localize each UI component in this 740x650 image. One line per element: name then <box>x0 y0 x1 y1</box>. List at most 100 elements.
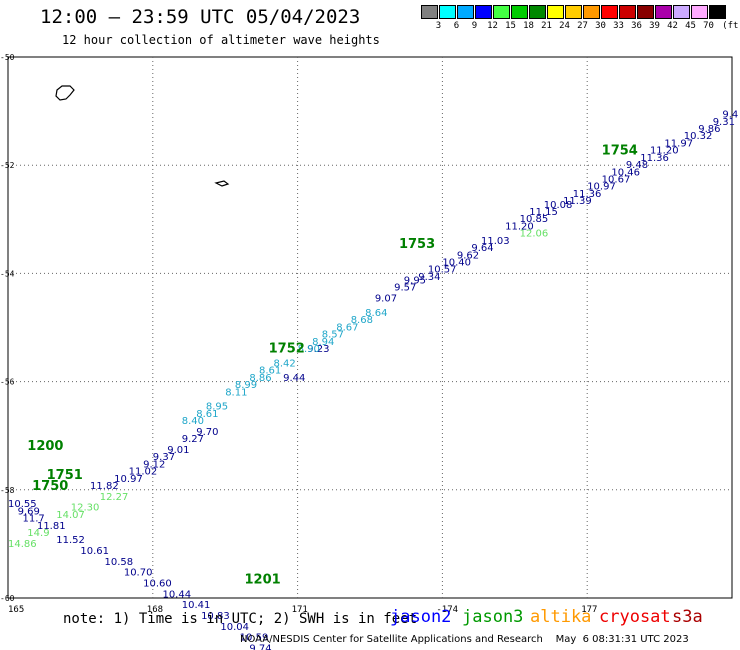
legend-swatch <box>619 5 636 19</box>
x-tick-label: 165 <box>8 605 24 615</box>
wave-height-value: 8.86 <box>249 373 271 384</box>
legend-label: 70 <box>703 21 714 31</box>
wave-height-value: 9.62 <box>457 250 479 261</box>
wave-height-value: 9.69 <box>18 506 40 517</box>
wave-height-value: 8.94 <box>312 337 334 348</box>
wave-height-value: 10.67 <box>602 175 631 186</box>
wave-height-value: 10.58 <box>105 557 134 568</box>
wave-height-value: 11.03 <box>481 236 510 247</box>
wave-height-value: 14.9 <box>27 528 49 539</box>
legend-label: 45 <box>685 21 696 31</box>
legend-label: 27 <box>577 21 588 31</box>
wave-height-value: 9.74 <box>249 643 271 650</box>
wave-height-value: 8.68 <box>351 315 373 326</box>
wave-height-value: 10.41 <box>182 600 211 611</box>
legend-swatch <box>565 5 582 19</box>
x-tick-label: -174 <box>436 605 458 615</box>
wave-height-value: 9.4 <box>722 110 738 121</box>
wave-height-value: 14.07 <box>56 510 85 521</box>
wave-height-value: 8.61 <box>259 366 281 377</box>
legend-swatch <box>439 5 456 19</box>
wave-height-value: 10.04 <box>220 622 249 633</box>
wave-height-value: 9.31 <box>713 117 735 128</box>
legend-swatch <box>511 5 528 19</box>
legend-swatch <box>691 5 708 19</box>
wave-height-value: 11.20 <box>505 221 534 232</box>
chart-title: 12:00 – 23:59 UTC 05/04/2023 <box>40 6 361 28</box>
y-tick-label: -58 <box>0 486 15 495</box>
legend-label: 39 <box>649 21 660 31</box>
wave-height-value: 9.86 <box>698 124 720 135</box>
legend-swatch <box>583 5 600 19</box>
wave-height-value: 12.06 <box>520 229 549 240</box>
wave-height-value: 9.70 <box>196 427 218 438</box>
satellite-jason2: jason2 <box>390 607 452 627</box>
wave-height-value: 10.97 <box>114 474 143 485</box>
legend-label: 42 <box>667 21 678 31</box>
wave-height-value: 8.64 <box>365 308 387 319</box>
legend-swatch <box>547 5 564 19</box>
wave-height-value: 11.7 <box>22 514 44 525</box>
legend-swatch <box>529 5 546 19</box>
wave-height-value: 11.20 <box>650 146 679 157</box>
pass-time-label: 1753 <box>399 237 435 252</box>
wave-height-value: 11.97 <box>664 138 693 149</box>
wave-height-value: 8.61 <box>196 409 218 420</box>
x-tick-label: 171 <box>292 605 308 615</box>
y-tick-label: -56 <box>0 378 15 387</box>
wave-height-value: 9.37 <box>153 452 175 463</box>
wave-height-value: 8.99 <box>235 380 257 391</box>
legend-swatch <box>709 5 726 19</box>
legend-label: 9 <box>471 21 478 31</box>
y-tick-label: -54 <box>0 269 15 278</box>
wave-height-value: 9.27 <box>182 434 204 445</box>
legend-swatch <box>457 5 474 19</box>
wave-height-value: 8.90 <box>298 344 320 355</box>
wave-height-value: 9.23 <box>307 344 329 355</box>
wave-height-value: 11.82 <box>90 481 119 492</box>
satellite-altika: altika <box>530 607 592 627</box>
x-tick-label: 177 <box>581 605 597 615</box>
satellite-s3a: s3a <box>672 607 703 627</box>
chart-subtitle: 12 hour collection of altimeter wave hei… <box>62 33 380 47</box>
wave-height-value: 14.86 <box>8 539 37 550</box>
wave-height-value: 11.15 <box>529 207 558 218</box>
legend-label: 33 <box>613 21 624 31</box>
wave-height-value: 10.59 <box>240 633 269 644</box>
legend-label: 36 <box>631 21 642 31</box>
wave-height-value: 10.46 <box>611 167 640 178</box>
wave-height-value: 11.02 <box>129 467 158 478</box>
pass-time-label: 1201 <box>245 573 281 588</box>
pass-time-label: 1200 <box>27 439 63 454</box>
legend-unit: (ft) <box>722 21 740 31</box>
wave-height-value: 12.27 <box>100 492 129 503</box>
wave-height-value: 8.57 <box>322 330 344 341</box>
legend-label: 3 <box>435 21 442 31</box>
x-tick-label: 168 <box>147 605 163 615</box>
wave-height-value: 10.85 <box>520 214 549 225</box>
satellite-cryosat: cryosat <box>599 607 671 627</box>
wave-height-value: 9.64 <box>471 243 493 254</box>
wave-height-value: 11.81 <box>37 521 66 532</box>
pass-time-label: 1751 <box>47 468 83 483</box>
wave-height-value: 11.52 <box>56 535 85 546</box>
legend-label: 18 <box>523 21 534 31</box>
wave-height-value: 12.30 <box>71 503 100 514</box>
legend-swatch <box>637 5 654 19</box>
wave-height-value: 10.61 <box>80 546 109 557</box>
legend-swatch <box>655 5 672 19</box>
wave-height-value: 11.39 <box>563 196 592 207</box>
legend-swatch <box>421 5 438 19</box>
legend-label: 6 <box>453 21 460 31</box>
wave-height-value: 11.36 <box>573 189 602 200</box>
wave-height-value: 8.95 <box>206 402 228 413</box>
legend-swatch <box>493 5 510 19</box>
wave-height-value: 10.70 <box>124 568 153 579</box>
pass-time-label: 1752 <box>269 342 305 357</box>
wave-height-value: 11.36 <box>640 153 669 164</box>
legend-label: 15 <box>505 21 516 31</box>
wave-height-value: 10.55 <box>8 499 37 510</box>
y-tick-label: -60 <box>0 594 15 603</box>
wave-height-value: 9.44 <box>283 373 305 384</box>
legend-swatch <box>475 5 492 19</box>
